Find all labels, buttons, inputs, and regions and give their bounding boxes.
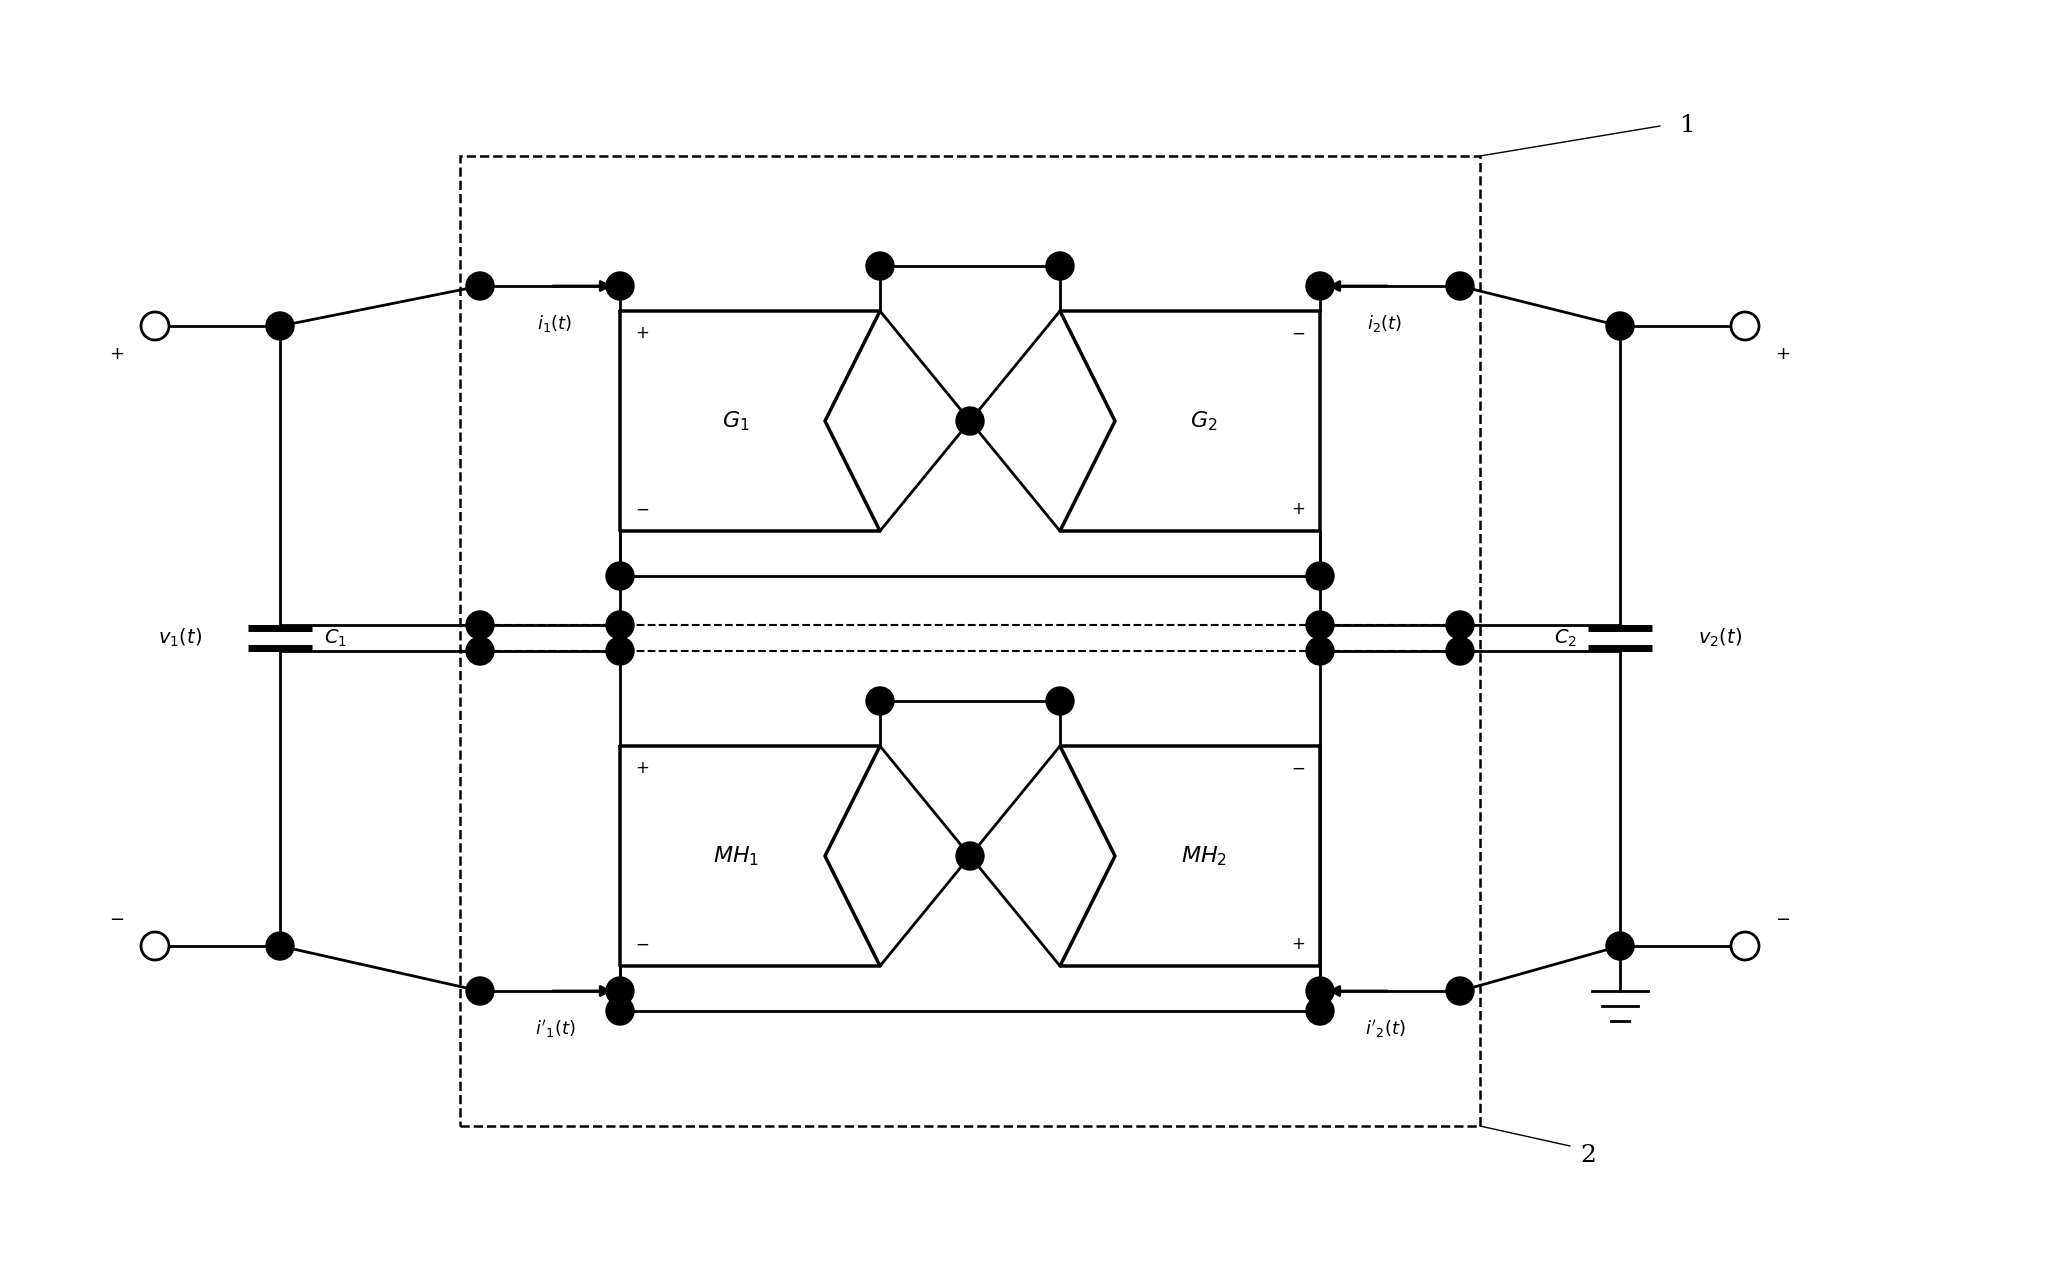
Text: +: + (635, 759, 650, 777)
Circle shape (1732, 931, 1759, 960)
Text: $MH_2$: $MH_2$ (1181, 845, 1227, 868)
Text: $i'_1(t)$: $i'_1(t)$ (534, 1018, 575, 1040)
Text: +: + (1291, 500, 1306, 518)
Circle shape (1306, 561, 1335, 590)
Circle shape (1047, 251, 1074, 279)
Circle shape (1446, 977, 1473, 1005)
Polygon shape (1059, 311, 1320, 531)
Circle shape (141, 313, 170, 339)
Circle shape (1446, 272, 1473, 300)
Circle shape (267, 931, 294, 960)
Circle shape (1446, 611, 1473, 639)
Circle shape (1306, 977, 1335, 1005)
Text: $-$: $-$ (1291, 324, 1306, 342)
Text: $G_2$: $G_2$ (1190, 410, 1217, 433)
Circle shape (1306, 611, 1335, 639)
Polygon shape (1059, 746, 1320, 966)
Circle shape (1306, 637, 1335, 665)
Text: $i_1(t)$: $i_1(t)$ (538, 314, 573, 334)
Text: $G_1$: $G_1$ (722, 410, 751, 433)
Circle shape (606, 561, 633, 590)
Circle shape (1306, 997, 1335, 1025)
Circle shape (466, 637, 494, 665)
Text: $-$: $-$ (110, 909, 124, 926)
Text: $MH_1$: $MH_1$ (714, 845, 759, 868)
Text: $-$: $-$ (1775, 909, 1790, 926)
Circle shape (267, 313, 294, 339)
Circle shape (956, 407, 985, 435)
Circle shape (867, 251, 894, 279)
Circle shape (956, 842, 985, 870)
Circle shape (606, 611, 633, 639)
Circle shape (606, 997, 633, 1025)
Circle shape (606, 272, 633, 300)
Circle shape (1047, 686, 1074, 715)
Text: +: + (635, 324, 650, 342)
Circle shape (1606, 313, 1635, 339)
Circle shape (1606, 931, 1635, 960)
Text: $C_1$: $C_1$ (323, 628, 346, 648)
Circle shape (466, 272, 494, 300)
Circle shape (1306, 272, 1335, 300)
Circle shape (606, 637, 633, 665)
Text: $i_2(t)$: $i_2(t)$ (1368, 314, 1403, 334)
Text: 1: 1 (1680, 115, 1697, 138)
Circle shape (1732, 313, 1759, 339)
Text: $-$: $-$ (1291, 759, 1306, 777)
Polygon shape (621, 311, 879, 531)
Text: +: + (110, 345, 124, 362)
Text: +: + (1775, 345, 1790, 362)
Text: $v_2(t)$: $v_2(t)$ (1699, 627, 1742, 649)
Circle shape (606, 977, 633, 1005)
Text: 2: 2 (1581, 1145, 1595, 1168)
Circle shape (466, 977, 494, 1005)
Polygon shape (621, 746, 879, 966)
Text: $i'_2(t)$: $i'_2(t)$ (1366, 1018, 1405, 1040)
Text: $-$: $-$ (635, 935, 650, 953)
Circle shape (1446, 637, 1473, 665)
Text: +: + (1291, 935, 1306, 953)
Text: $v_1(t)$: $v_1(t)$ (157, 627, 203, 649)
Circle shape (141, 931, 170, 960)
Text: $-$: $-$ (635, 500, 650, 518)
Text: $C_2$: $C_2$ (1554, 628, 1577, 648)
Bar (459, 156, 1479, 1125)
Circle shape (466, 611, 494, 639)
Circle shape (867, 686, 894, 715)
